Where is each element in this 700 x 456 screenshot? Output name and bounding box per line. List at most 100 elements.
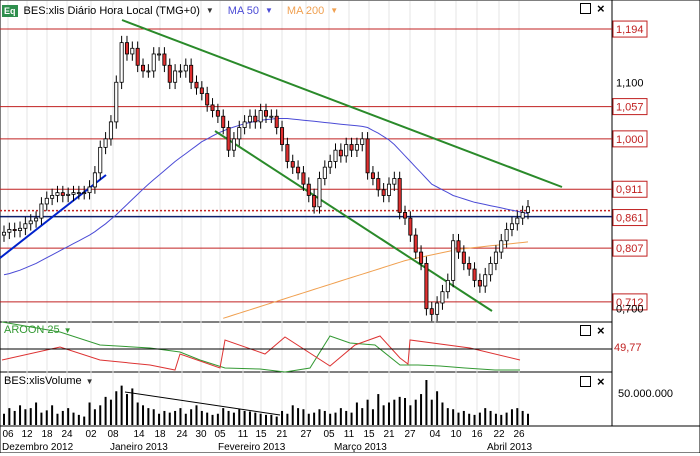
candle-body (124, 42, 129, 55)
volume-bar (452, 409, 455, 425)
volume-bar (232, 412, 235, 425)
volume-bar (329, 413, 332, 425)
candle-body (424, 262, 429, 310)
price-axis-labels: 1,194 1,100 1,057 1,000 0,911 0,861 0,807 0,712… (612, 20, 648, 316)
month-label: Março 2013 (334, 442, 387, 453)
candle-body (258, 110, 263, 123)
ma50-label[interactable]: MA 50 (227, 4, 259, 17)
candle-body (413, 234, 418, 253)
candle-body (435, 302, 440, 315)
candle-body (274, 115, 279, 128)
volume-bar (414, 399, 417, 425)
price-label-box (612, 209, 648, 227)
candle-body (312, 195, 317, 208)
volume-bar (77, 414, 80, 425)
volume-label[interactable]: BES:xlisVolume (4, 375, 82, 387)
volume-bar (270, 414, 273, 425)
volume-bar (377, 394, 380, 425)
volume-bar (307, 413, 310, 425)
volume-bar (500, 414, 503, 425)
volume-bar (24, 409, 27, 425)
close-icon[interactable]: × (597, 1, 605, 16)
caret-down-icon[interactable]: ▼ (85, 376, 94, 386)
candle-body (440, 291, 445, 304)
day-label: 12 (21, 429, 33, 440)
volume-bar (152, 409, 155, 425)
volume-bar (436, 391, 439, 425)
day-label: 15 (363, 429, 375, 440)
volume-bar (61, 410, 64, 425)
volume-bar (99, 405, 102, 425)
candle-body (322, 166, 327, 179)
ma200-label[interactable]: MA 200 (286, 4, 325, 17)
grid (7, 1, 520, 425)
candle-body (199, 87, 204, 94)
price-label-box (612, 293, 648, 311)
candle-body (461, 251, 466, 264)
candle-body (269, 115, 274, 118)
caret-down-icon[interactable]: ▼ (63, 325, 72, 335)
volume-bar (158, 413, 161, 425)
candle-body (306, 183, 311, 196)
volume-bar (120, 385, 123, 425)
close-icon[interactable]: × (597, 323, 605, 338)
caret-down-icon[interactable]: ▼ (330, 6, 339, 15)
candle-body (338, 149, 343, 157)
day-label: 18 (41, 429, 53, 440)
volume-bar (371, 409, 374, 425)
close-icon[interactable]: × (597, 374, 605, 389)
candle-body (205, 93, 210, 106)
aroon-label[interactable]: AROON 25 (4, 324, 60, 336)
volume-bar (398, 396, 401, 425)
caret-down-icon[interactable]: ▼ (205, 6, 214, 15)
square-icon[interactable] (580, 376, 591, 387)
chart-header: Eq BES:xlis Diário Hora Local (TMG+0) ▼ … (2, 2, 338, 19)
candle-body (242, 121, 247, 128)
candle-body (1, 231, 7, 236)
volume-bar (200, 410, 203, 425)
candle-body (504, 229, 509, 242)
candle-body (429, 308, 434, 315)
caret-down-icon[interactable]: ▼ (264, 6, 273, 15)
candle-body (141, 64, 146, 72)
candle-body (98, 146, 103, 174)
volume-bar (478, 412, 481, 425)
square-icon[interactable] (580, 3, 591, 14)
volume-bar (142, 405, 145, 425)
candle-body (386, 183, 391, 196)
candle-body (23, 223, 28, 229)
candle-body (167, 64, 172, 83)
candle-body (18, 227, 23, 231)
candle-body (280, 127, 285, 145)
price-label-box (612, 239, 648, 257)
volume-bar (489, 410, 492, 425)
volume-bar (275, 416, 278, 425)
candle-body (157, 53, 162, 56)
volume-bar (190, 409, 193, 425)
volume-bar (72, 412, 75, 425)
volume-bar (29, 408, 32, 425)
candle-body (419, 251, 424, 264)
volume-bar (259, 413, 262, 425)
volume-bar (211, 414, 214, 425)
volume-bar (51, 405, 54, 425)
volume-bar (174, 410, 177, 425)
candle-body (317, 178, 322, 208)
volume-bar (409, 405, 412, 425)
aroon-lines (0, 321, 612, 373)
candle-body (456, 240, 461, 253)
volume-bar (206, 412, 209, 425)
candle-body (189, 64, 194, 83)
candle-body (92, 172, 97, 188)
day-label: 04 (429, 429, 441, 440)
candle-body (381, 189, 386, 196)
price-label: 0,700 (616, 304, 644, 316)
volume-bar (291, 405, 294, 425)
symbol-title[interactable]: BES:xlis Diário Hora Local (TMG+0) (23, 4, 200, 17)
candle-body (488, 262, 493, 276)
candle-body (525, 206, 531, 213)
aroon-header: AROON 25 ▼ (4, 324, 72, 336)
price-label-box (612, 98, 648, 116)
square-icon[interactable] (580, 325, 591, 336)
